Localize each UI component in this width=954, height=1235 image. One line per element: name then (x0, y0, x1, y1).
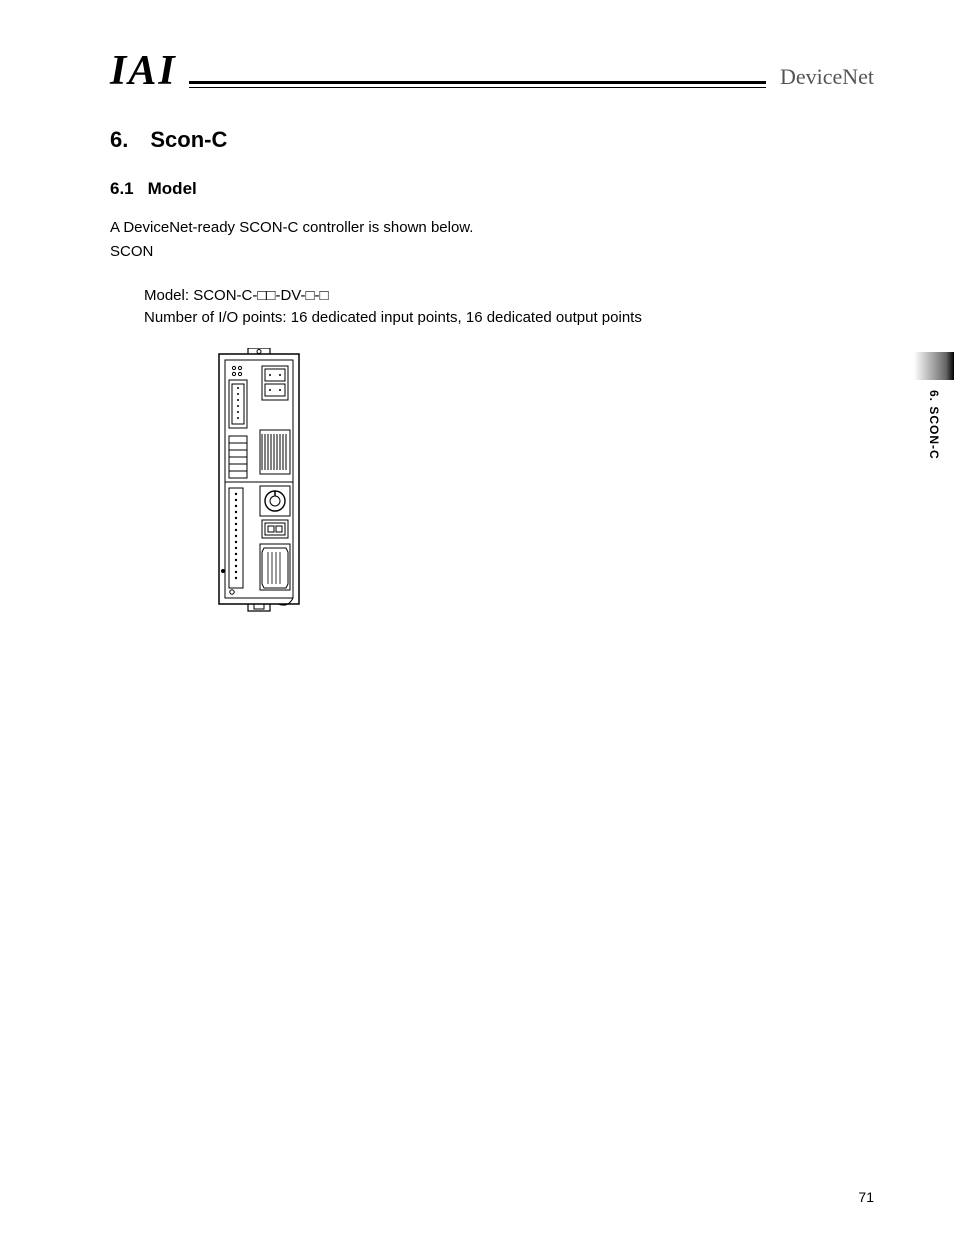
placeholder-icon: □□ (257, 287, 275, 304)
model-block: Model: SCON-C-□□-DV-□-□ Number of I/O po… (144, 285, 874, 330)
device-diagram (218, 348, 300, 612)
page-header: IAI DeviceNet (110, 50, 874, 92)
header-right-label: DeviceNet (766, 64, 874, 92)
header-rule (189, 81, 766, 88)
io-points-line: Number of I/O points: 16 dedicated input… (144, 307, 874, 330)
page-container: IAI DeviceNet 6. Scon-C 6.1 Model A Devi… (0, 0, 954, 1235)
subsection-number: 6.1 (110, 179, 134, 199)
logo: IAI (110, 50, 185, 92)
header-rule-thick (189, 81, 766, 84)
model-line: Model: SCON-C-□□-DV-□-□ (144, 285, 874, 308)
subsection-heading: 6.1 Model (110, 179, 874, 199)
page-number: 71 (858, 1189, 874, 1205)
section-number: 6. (110, 127, 128, 153)
header-rule-thin (189, 87, 766, 88)
scon-label: SCON (110, 241, 874, 263)
tab-label: 6. SCON-C (927, 390, 941, 460)
device-figure (218, 348, 874, 617)
placeholder-icon: □ (305, 287, 314, 304)
placeholder-icon: □ (320, 287, 329, 304)
model-prefix: Model: SCON-C- (144, 287, 257, 304)
side-tab: 6. SCON-C (914, 352, 954, 482)
subsection-title: Model (148, 179, 197, 199)
model-mid: -DV- (275, 287, 305, 304)
section-heading: 6. Scon-C (110, 127, 874, 153)
section-title: Scon-C (150, 127, 227, 153)
intro-text: A DeviceNet-ready SCON-C controller is s… (110, 217, 874, 239)
tab-gradient (914, 352, 954, 380)
